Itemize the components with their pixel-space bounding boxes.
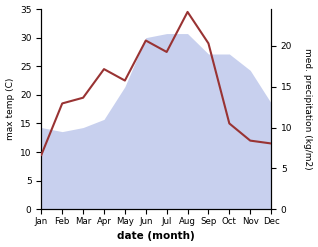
Y-axis label: max temp (C): max temp (C)	[5, 78, 15, 140]
X-axis label: date (month): date (month)	[117, 231, 195, 242]
Y-axis label: med. precipitation (kg/m2): med. precipitation (kg/m2)	[303, 48, 313, 170]
